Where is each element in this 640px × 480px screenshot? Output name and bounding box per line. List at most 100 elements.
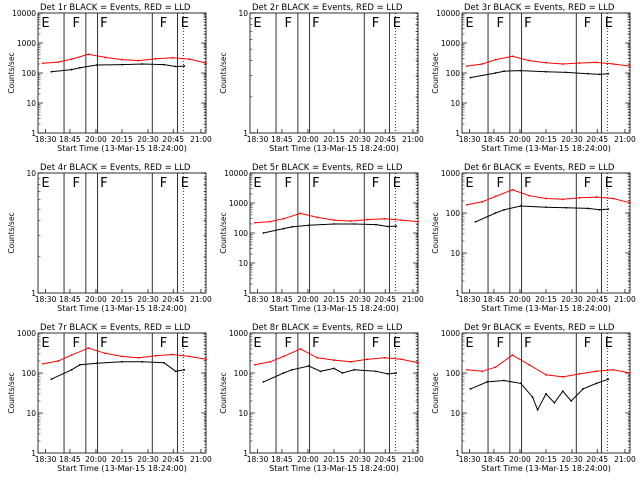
data-point-events (282, 227, 285, 230)
data-point-lld (494, 366, 497, 369)
data-point-lld (595, 61, 598, 64)
data-point-events (174, 65, 177, 68)
x-tick-label: 18:45 (59, 135, 81, 144)
data-point-lld (121, 355, 123, 358)
series-events (263, 365, 397, 383)
x-axis-label: Start Time (13-Mar-15 18:24:00) (269, 464, 399, 473)
y-tick-label: 1 (31, 289, 36, 298)
data-point-events (519, 69, 522, 72)
data-point-events (607, 208, 610, 211)
x-tick-label: 20:00 (85, 295, 107, 304)
flag-label: F (312, 176, 319, 191)
y-tick-label: 10 (450, 249, 460, 258)
flag-label: F (372, 16, 379, 31)
flag-label: E (393, 336, 401, 351)
y-tick-label: 10 (238, 259, 248, 268)
data-point-events (291, 225, 293, 228)
y-tick-label: 1000 (17, 329, 36, 338)
data-point-lld (481, 63, 484, 65)
data-point-events (262, 380, 265, 383)
data-point-events (474, 220, 477, 223)
data-point-lld (57, 360, 60, 362)
data-point-events (386, 372, 389, 375)
flag-label: E (253, 336, 261, 351)
y-tick-label: 1 (31, 449, 36, 458)
data-point-events (561, 390, 564, 393)
series-lld (466, 189, 631, 206)
x-tick-label: 20:00 (297, 295, 319, 304)
flag-label: F (584, 176, 591, 191)
y-tick-label: 1 (455, 449, 460, 458)
data-point-lld (57, 61, 60, 64)
y-tick-label: 10 (26, 409, 36, 418)
data-point-lld (561, 63, 564, 65)
y-tick-label: 1000 (441, 329, 460, 338)
flag-label: F (496, 336, 503, 351)
x-tick-label: 18:30 (35, 135, 57, 144)
data-point-events (307, 365, 310, 367)
flag-label: E (181, 16, 189, 31)
data-point-events (141, 360, 144, 363)
x-tick-label: 18:30 (459, 135, 481, 144)
data-point-events (587, 207, 589, 210)
y-tick-label: 100 (446, 369, 461, 378)
x-tick-label: 20:00 (297, 455, 319, 464)
y-tick-label: 1 (455, 289, 460, 298)
plot-frame (461, 12, 631, 134)
data-point-events (50, 70, 53, 73)
data-point-lld (104, 352, 107, 355)
flag-label: F (524, 336, 531, 351)
data-point-events (531, 396, 534, 398)
flag-label: F (72, 336, 79, 351)
x-tick-label: 20:15 (111, 135, 133, 144)
x-tick-label: 21:00 (190, 455, 212, 464)
data-point-lld (595, 196, 598, 198)
data-point-events (183, 65, 186, 67)
flag-label: E (41, 176, 49, 191)
flag-label: F (284, 176, 291, 191)
data-point-lld (528, 363, 531, 366)
data-point-lld (545, 373, 547, 376)
panel-title: Det 9r BLACK = Events, RED = LLD (464, 323, 615, 333)
data-point-lld (578, 196, 581, 199)
x-axis-label: Start Time (13-Mar-15 18:24:00) (481, 464, 611, 473)
plot-frame (37, 332, 207, 454)
plot-frame (37, 172, 207, 294)
data-point-lld (595, 370, 598, 373)
series-lld (254, 212, 419, 224)
x-tick-label: 20:15 (323, 135, 345, 144)
y-tick-label: 10 (26, 169, 36, 178)
x-tick-label: 18:45 (59, 455, 81, 464)
x-tick-label: 20:30 (349, 135, 371, 144)
data-point-lld (42, 362, 44, 365)
flag-label: F (72, 176, 79, 191)
data-point-lld (70, 354, 73, 357)
data-point-events (70, 68, 73, 71)
x-tick-label: 20:30 (137, 455, 159, 464)
data-point-lld (578, 372, 581, 375)
data-point-lld (333, 359, 335, 362)
data-point-events (395, 372, 398, 374)
data-point-events (95, 64, 98, 66)
flag-label: F (284, 16, 291, 31)
data-point-events (565, 206, 568, 209)
data-point-events (307, 224, 310, 227)
y-tick-label: 10 (238, 409, 248, 418)
data-point-events (163, 63, 165, 66)
data-point-lld (316, 356, 319, 359)
x-tick-label: 20:15 (535, 295, 557, 304)
x-tick-label: 18:45 (59, 295, 81, 304)
x-tick-label: 20:45 (374, 135, 396, 144)
data-point-lld (494, 58, 497, 61)
data-point-events (469, 76, 472, 79)
x-tick-label: 18:45 (483, 135, 505, 144)
x-axis-label: Start Time (13-Mar-15 18:24:00) (269, 304, 399, 313)
flag-label: F (72, 16, 79, 31)
x-tick-label: 20:00 (509, 135, 531, 144)
flag-label: E (465, 176, 473, 191)
x-tick-label: 21:00 (402, 135, 424, 144)
flag-label: E (253, 176, 261, 191)
x-axis-label: Start Time (13-Mar-15 18:24:00) (481, 304, 611, 313)
flag-label: F (496, 16, 503, 31)
panel-title: Det 2r BLACK = Events, RED = LLD (252, 3, 403, 13)
